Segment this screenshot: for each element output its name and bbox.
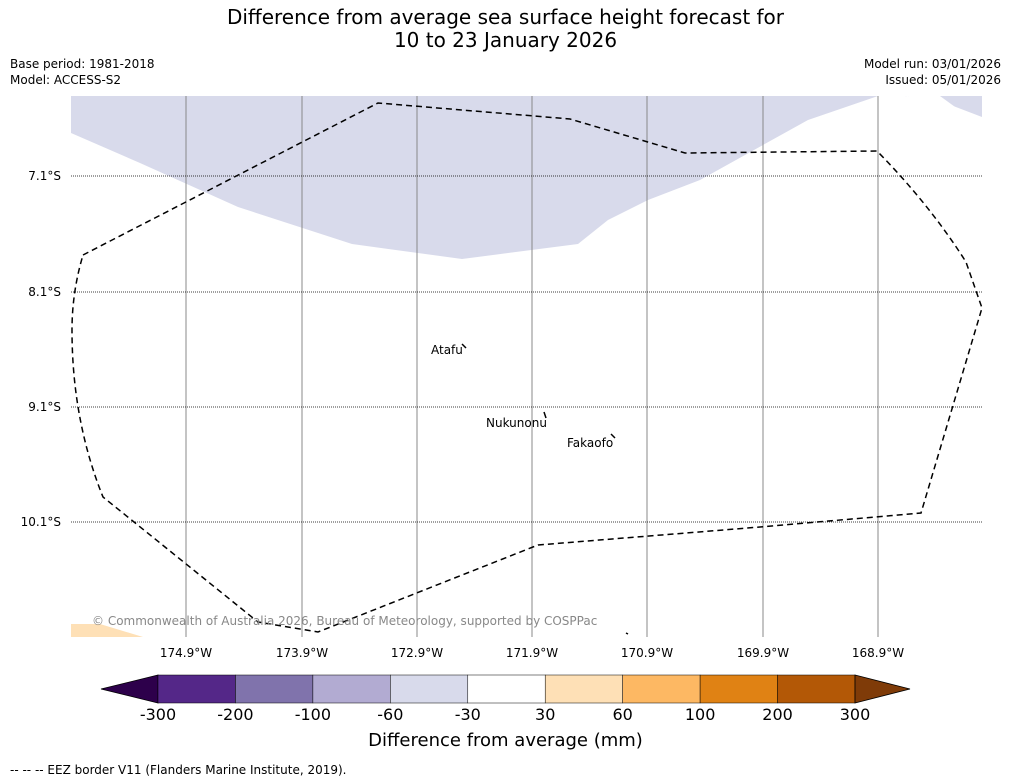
colorbar-tick: 100 xyxy=(684,705,716,724)
lon-label-169-9: 169.9°W xyxy=(736,646,790,660)
colorbar-tick: -300 xyxy=(139,705,177,724)
place-label-nukunonu: Nukunonu xyxy=(486,416,547,430)
colorbar-extend-low xyxy=(100,674,159,704)
colorbar xyxy=(100,674,911,704)
place-label-atafu: Atafu xyxy=(431,343,463,357)
title-line-1: Difference from average sea surface heig… xyxy=(226,5,785,29)
colorbar-segment xyxy=(390,674,469,704)
eez-footnote: -- -- -- EEZ border V11 (Flanders Marine… xyxy=(10,763,347,777)
meta-right: Model run: 03/01/2026 Issued: 05/01/2026 xyxy=(864,56,1001,88)
anomaly-region-negative xyxy=(71,96,982,259)
colorbar-extend-high xyxy=(854,674,911,704)
eez-border xyxy=(71,102,983,633)
colorbar-tick: 60 xyxy=(612,705,633,724)
colorbar-tick: -200 xyxy=(217,705,254,724)
colorbar-segment xyxy=(777,674,856,704)
lon-label-172-9: 172.9°W xyxy=(390,646,444,660)
lat-label-7-1: 7.1°S xyxy=(28,169,61,183)
lat-label-10-1: 10.1°S xyxy=(20,515,61,529)
swains-atoll xyxy=(625,632,629,635)
colorbar-tick: 30 xyxy=(535,705,556,724)
lon-label-174-9: 174.9°W xyxy=(159,646,213,660)
fakaofo-atoll xyxy=(610,433,616,439)
colorbar-tick: 200 xyxy=(762,705,793,724)
colorbar-segment xyxy=(467,674,546,704)
lon-label-173-9: 173.9°W xyxy=(275,646,329,660)
chart-title: Difference from average sea surface heig… xyxy=(0,6,1011,52)
lon-label-170-9: 170.9°W xyxy=(620,646,674,660)
colorbar-tick: -30 xyxy=(454,705,481,724)
base-period: Base period: 1981-2018 xyxy=(10,57,155,71)
colorbar-tick: -60 xyxy=(377,705,404,724)
issued-date: Issued: 05/01/2026 xyxy=(885,73,1001,87)
anomaly-region-positive xyxy=(71,624,143,637)
meta-left: Base period: 1981-2018 Model: ACCESS-S2 xyxy=(10,56,155,88)
model-name: Model: ACCESS-S2 xyxy=(10,73,122,87)
colorbar-segment xyxy=(312,674,391,704)
colorbar-segment xyxy=(157,674,236,704)
place-label-fakaofo: Fakaofo xyxy=(567,436,614,450)
colorbar-segment xyxy=(622,674,701,704)
colorbar-segment xyxy=(544,674,623,704)
lat-label-9-1: 9.1°S xyxy=(28,400,61,414)
colorbar-tick: -100 xyxy=(294,705,332,724)
meridian-lines xyxy=(185,96,879,637)
copyright-notice: © Commonwealth of Australia 2026, Bureau… xyxy=(92,614,598,628)
model-run: Model run: 03/01/2026 xyxy=(863,57,1001,71)
lat-label-8-1: 8.1°S xyxy=(28,285,61,299)
anomaly-region-neutral-notch xyxy=(905,96,962,112)
colorbar-tick: 300 xyxy=(839,705,871,724)
colorbar-label: Difference from average (mm) xyxy=(368,730,643,751)
atafu-atoll xyxy=(461,343,467,349)
nukunonu-atoll xyxy=(543,411,547,419)
lon-label-168-9: 168.9°W xyxy=(851,646,905,660)
title-line-2: 10 to 23 January 2026 xyxy=(393,28,618,52)
colorbar-segment xyxy=(699,674,778,704)
lon-label-171-9: 171.9°W xyxy=(505,646,559,660)
colorbar-segment xyxy=(235,674,314,704)
